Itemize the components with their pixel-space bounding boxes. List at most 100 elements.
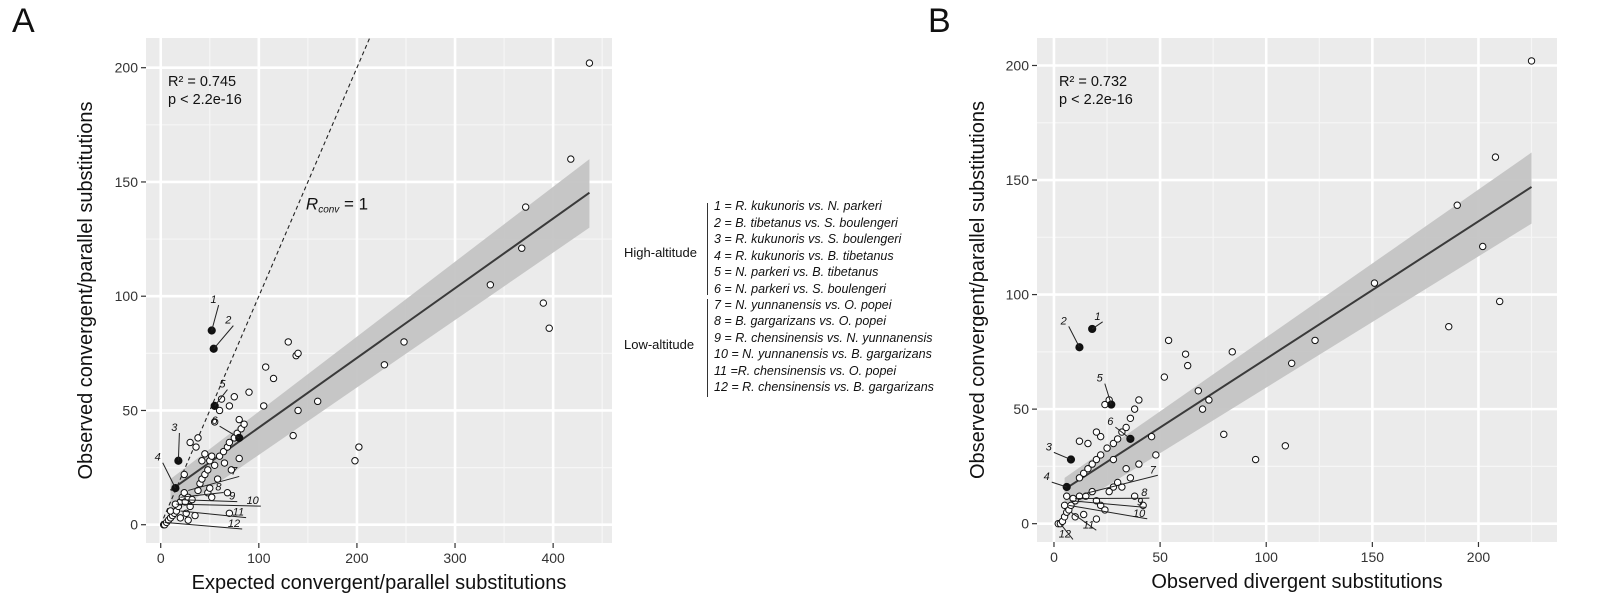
data-point-open — [1092, 455, 1101, 464]
legend-group-high-altitude: High-altitude — [624, 245, 697, 260]
data-point-open — [1527, 57, 1536, 65]
data-point-open — [176, 514, 185, 522]
data-point-open — [1160, 373, 1169, 381]
annotation-leader-5 — [1104, 383, 1112, 405]
data-point-filled — [1066, 455, 1076, 464]
annotation-leader-7 — [1083, 474, 1158, 495]
annotation-label-4: 4 — [155, 452, 161, 464]
data-point-open — [539, 299, 548, 307]
data-point-open — [1109, 455, 1118, 464]
stats-line-2: p < 2.2e-16 — [1059, 92, 1133, 108]
data-point-open — [227, 466, 236, 474]
annotation-leader-6 — [219, 425, 240, 439]
y-axis-title: Observed convergent/parallel substitutio… — [967, 101, 989, 479]
data-point-open — [1071, 513, 1079, 521]
data-point-open — [1194, 387, 1203, 395]
data-point-open — [486, 281, 495, 289]
data-point-open — [261, 363, 270, 371]
y-tick-label: 200 — [1006, 57, 1030, 73]
data-point-open — [198, 457, 206, 465]
data-point-open — [1135, 460, 1143, 468]
data-point-open — [1453, 201, 1461, 209]
data-point-open — [208, 493, 216, 501]
data-point-filled — [1107, 400, 1116, 409]
annotation-label-8: 8 — [1141, 487, 1148, 499]
annotation-leader-9 — [178, 499, 238, 503]
x-tick-label: 150 — [1361, 549, 1385, 565]
data-point-open — [1281, 442, 1290, 450]
data-point-open — [380, 361, 389, 369]
stats-line-1: R² = 0.745 — [168, 74, 236, 90]
data-point-filled — [1088, 324, 1097, 334]
data-point-open — [206, 484, 214, 492]
y-tick-label: 50 — [122, 402, 138, 418]
x-tick-label: 50 — [1152, 549, 1168, 565]
stats-line-1: R² = 0.732 — [1059, 74, 1127, 90]
data-point-open — [400, 338, 408, 346]
data-point-filled — [1062, 482, 1071, 492]
data-point-open — [245, 388, 253, 396]
data-point-open — [1122, 423, 1130, 432]
data-point-open — [1113, 435, 1122, 443]
annotation-label-12: 12 — [1059, 528, 1071, 540]
annotation-label-11: 11 — [233, 507, 244, 519]
legend-item-9: 9 = R. chensinensis vs. N. yunnanensis — [714, 331, 933, 345]
x-axis-title: Expected convergent/parallel substitutio… — [192, 572, 567, 594]
data-point-open — [269, 374, 278, 383]
annotation-leader-9 — [1070, 500, 1146, 508]
y-tick-label: 50 — [1013, 401, 1029, 417]
data-point-open — [1164, 336, 1173, 345]
data-point-open — [210, 418, 219, 426]
data-point-open — [210, 461, 219, 470]
annotation-leader-10 — [176, 503, 261, 507]
data-point-open — [1130, 405, 1139, 413]
data-point-open — [1205, 396, 1213, 404]
regression-line — [1064, 186, 1533, 491]
annotation-label-6: 6 — [211, 415, 218, 427]
annotation-label-8: 8 — [215, 481, 222, 493]
legend-item-10: 10 = N. yunnanensis vs. B. gargarizans — [714, 347, 932, 361]
data-point-open — [204, 466, 212, 474]
annotation-label-1: 1 — [211, 294, 217, 306]
data-point-open — [1096, 432, 1105, 441]
legend-bracket-high — [707, 203, 708, 295]
data-point-open — [225, 402, 234, 410]
legend-item-3: 3 = R. kukunoris vs. S. boulengeri — [714, 232, 902, 246]
data-point-open — [1135, 396, 1143, 404]
stats-line-2: p < 2.2e-16 — [168, 92, 242, 108]
data-point-open — [1096, 451, 1105, 459]
data-point-open — [240, 420, 248, 428]
annotation-leader-11 — [1070, 511, 1097, 531]
data-point-open — [215, 452, 224, 460]
data-point-open — [1287, 359, 1296, 368]
data-point-open — [1479, 242, 1487, 251]
data-point-open — [192, 443, 200, 451]
data-point-open — [201, 450, 209, 458]
panel-b-letter: B — [928, 2, 951, 40]
data-point-open — [1198, 405, 1207, 413]
annotation-label-1: 1 — [1095, 311, 1101, 323]
data-point-open — [235, 415, 243, 424]
legend-item-12: 12 = R. chensinensis vs. B. gargarizans — [714, 380, 934, 394]
y-axis-title: Observed convergent/parallel substitutio… — [75, 102, 97, 480]
annotation-label-11: 11 — [1083, 519, 1094, 531]
annotation-label-7: 7 — [231, 465, 238, 477]
annotation-leader-12 — [164, 521, 243, 530]
data-point-open — [1075, 474, 1084, 482]
data-point-open — [567, 155, 575, 163]
data-point-open — [1152, 451, 1160, 459]
data-point-open — [186, 438, 194, 447]
annotation-label-3: 3 — [1046, 441, 1053, 453]
data-point-open — [225, 509, 234, 517]
data-point-open — [219, 447, 228, 456]
data-point-open — [1495, 297, 1504, 306]
reference-line-y-equals-x — [160, 38, 371, 525]
annotation-label-4: 4 — [1044, 471, 1050, 483]
data-point-open — [1079, 510, 1088, 519]
data-point-open — [1370, 279, 1379, 287]
annotation-leader-8 — [180, 491, 224, 498]
data-point-open — [184, 516, 192, 524]
plot-area — [1054, 57, 1536, 528]
x-tick-label: 300 — [443, 550, 467, 566]
